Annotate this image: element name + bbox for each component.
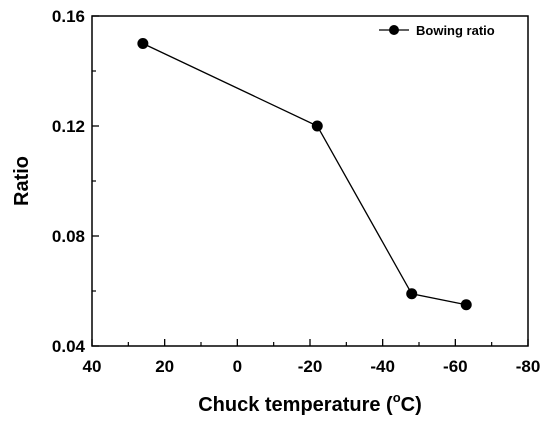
- x-tick-label: -20: [298, 357, 323, 376]
- legend: Bowing ratio: [379, 23, 495, 38]
- data-point: [460, 299, 472, 311]
- degree-symbol: o: [393, 390, 401, 405]
- plot-frame: [91, 15, 529, 347]
- x-tick-label: -40: [370, 357, 395, 376]
- data-point: [406, 288, 418, 300]
- x-tick-label: 40: [83, 357, 102, 376]
- legend-label: Bowing ratio: [416, 23, 495, 38]
- x-tick-label: 20: [155, 357, 174, 376]
- y-tick-label: 0.16: [52, 7, 85, 26]
- x-tick-label: 0: [233, 357, 242, 376]
- series-line: [142, 42, 467, 306]
- legend-marker: [389, 25, 399, 35]
- data-point: [311, 120, 323, 132]
- x-axis-label: Chuck temperature (oC): [198, 390, 422, 416]
- y-tick-label: 0.04: [52, 337, 86, 356]
- y-axis-ticks: 0.04 0.08 0.12 0.16: [52, 7, 99, 356]
- x-axis-ticks: 40 20 0 -20 -40 -60 -80: [83, 339, 541, 376]
- series-layer: [137, 38, 472, 311]
- x-tick-label: -80: [516, 357, 541, 376]
- y-tick-label: 0.12: [52, 117, 85, 136]
- y-axis-label: Ratio: [11, 156, 33, 206]
- x-tick-label: -60: [443, 357, 468, 376]
- y-tick-label: 0.08: [52, 227, 85, 246]
- data-point: [137, 38, 149, 49]
